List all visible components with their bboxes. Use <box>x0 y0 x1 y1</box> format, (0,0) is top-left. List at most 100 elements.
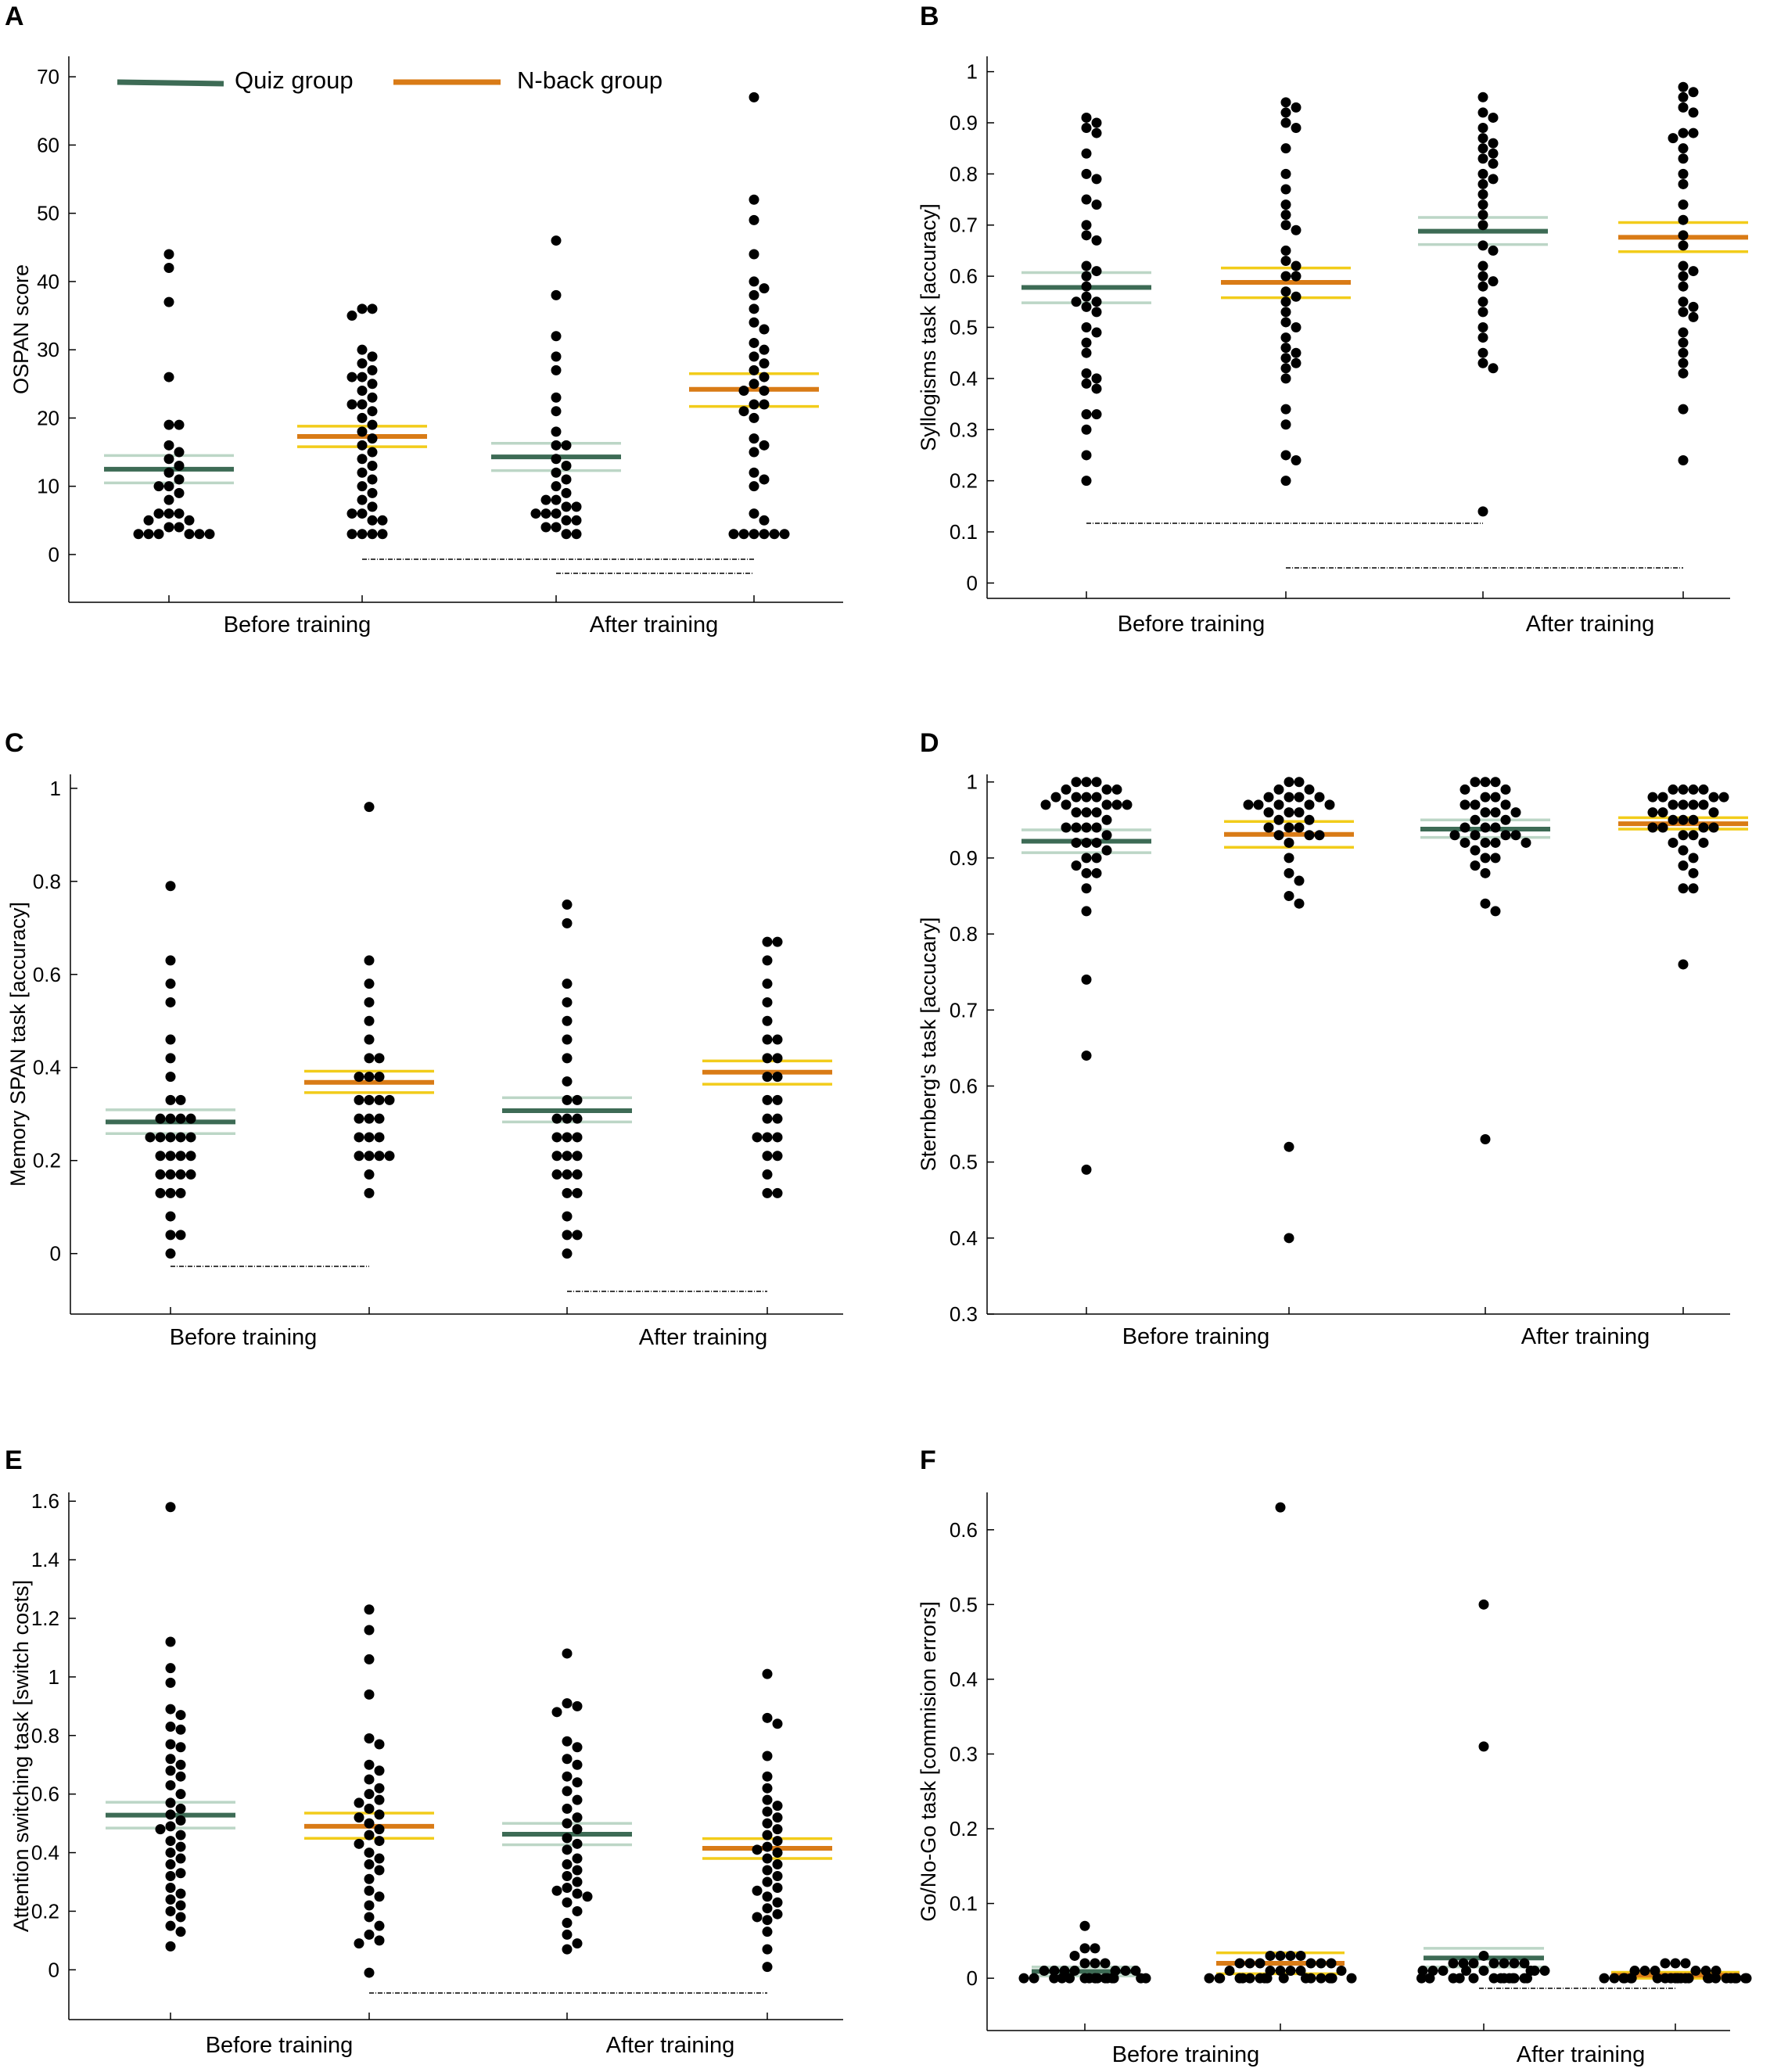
data-point <box>357 440 368 451</box>
data-point <box>1029 1973 1039 1984</box>
y-tick-label: 0.2 <box>33 1149 61 1172</box>
data-point <box>573 1906 583 1916</box>
panel-letter: C <box>5 728 24 758</box>
data-point <box>1450 830 1460 840</box>
data-point <box>573 1938 583 1948</box>
data-point <box>1281 317 1291 327</box>
data-point <box>166 955 176 965</box>
data-point <box>166 1212 176 1222</box>
y-axis-label: Syllogisms task [accuracy] <box>917 203 940 451</box>
data-point <box>1640 1966 1650 1976</box>
data-point <box>562 1230 573 1240</box>
y-tick-label: 1 <box>967 60 978 84</box>
data-point <box>1051 792 1061 803</box>
data-point <box>773 1132 783 1142</box>
data-point <box>1291 102 1302 113</box>
data-point <box>1501 815 1511 825</box>
data-point <box>1689 883 1699 893</box>
y-tick-label: 0.4 <box>33 1056 61 1079</box>
data-point <box>176 1742 186 1752</box>
data-point <box>1092 838 1102 848</box>
data-point <box>1090 1943 1100 1953</box>
y-tick-label: 0.8 <box>950 162 978 185</box>
data-point <box>1488 149 1499 159</box>
data-point <box>773 1718 783 1729</box>
data-point <box>1136 1973 1146 1984</box>
data-point <box>1678 883 1689 893</box>
data-point <box>1678 959 1689 969</box>
data-point <box>1281 220 1291 230</box>
data-point <box>1065 1973 1075 1984</box>
data-point <box>1488 363 1499 373</box>
data-point <box>364 955 375 965</box>
data-point <box>763 1866 773 1876</box>
data-point <box>357 372 368 382</box>
data-point <box>1266 1951 1276 1961</box>
data-point <box>1215 1973 1225 1984</box>
data-point <box>357 358 368 368</box>
y-tick-label: 1.4 <box>31 1548 59 1571</box>
data-point <box>364 1789 375 1799</box>
data-point <box>1668 838 1678 848</box>
data-point <box>176 1169 186 1180</box>
data-point <box>551 331 562 341</box>
data-point <box>573 1230 583 1240</box>
data-point <box>166 1906 176 1916</box>
data-point <box>1478 179 1488 189</box>
data-point <box>347 508 357 519</box>
data-point <box>354 1132 364 1142</box>
data-point <box>763 955 773 965</box>
data-point <box>1478 133 1488 143</box>
y-tick-label: 1.6 <box>31 1489 59 1513</box>
data-point <box>347 529 357 539</box>
data-point <box>573 1169 583 1180</box>
data-point <box>1455 1973 1465 1984</box>
data-point <box>1478 153 1488 163</box>
data-point <box>773 1898 783 1908</box>
data-point <box>1668 785 1678 795</box>
data-point <box>562 979 573 989</box>
panel-b: B00.10.20.30.40.50.60.70.80.91Before tra… <box>917 2 1748 637</box>
data-point <box>1281 199 1291 210</box>
data-point <box>1521 838 1531 848</box>
data-point <box>1678 328 1689 338</box>
data-point <box>354 1839 364 1849</box>
data-point <box>1691 1966 1701 1976</box>
data-point <box>1661 1959 1671 1969</box>
data-point <box>156 1114 166 1124</box>
data-point <box>1689 799 1699 810</box>
data-point <box>573 1188 583 1198</box>
data-point <box>1235 1959 1245 1969</box>
data-point <box>176 1868 186 1878</box>
data-point <box>368 393 378 403</box>
data-point <box>1072 777 1082 787</box>
data-point <box>1245 1959 1255 1969</box>
data-point <box>1671 1959 1681 1969</box>
y-tick-label: 0.9 <box>950 846 978 870</box>
data-point <box>164 495 174 505</box>
data-point <box>1678 282 1689 292</box>
data-point <box>364 979 375 989</box>
data-point <box>176 1710 186 1720</box>
data-point <box>552 1151 562 1161</box>
panel-e: E00.20.40.60.811.21.41.6Before training A… <box>5 1445 843 2058</box>
data-point <box>562 1053 573 1063</box>
data-point <box>1072 807 1082 817</box>
data-point <box>1082 883 1092 893</box>
data-point <box>1092 174 1102 184</box>
data-point <box>364 1912 375 1922</box>
panel-letter: E <box>5 1445 23 1475</box>
data-point <box>1294 899 1305 909</box>
data-point <box>364 1804 375 1814</box>
data-point <box>763 979 773 989</box>
data-point <box>1481 1134 1491 1144</box>
data-point <box>1082 425 1092 435</box>
data-point <box>780 529 790 539</box>
data-point <box>375 1795 385 1805</box>
data-point <box>551 406 562 416</box>
data-point <box>583 1891 593 1901</box>
data-point <box>378 515 388 526</box>
data-point <box>364 1830 375 1840</box>
data-point <box>1668 799 1678 810</box>
y-axis-label: Attention switching task [switch costs] <box>9 1580 33 1932</box>
